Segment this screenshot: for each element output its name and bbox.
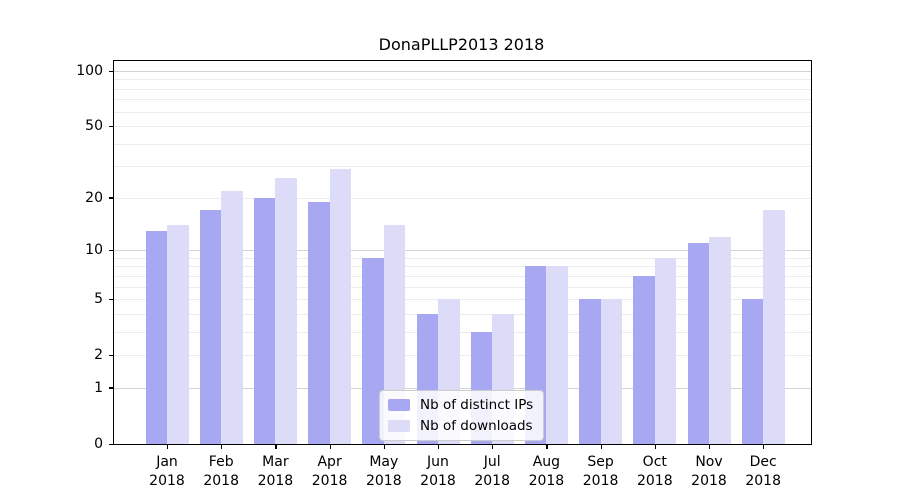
y-tick-mark — [109, 197, 114, 199]
chart-title: DonaPLLP2013 2018 — [378, 35, 545, 54]
gridline — [114, 99, 811, 101]
bar-downloads-mar-2018 — [275, 177, 297, 444]
gridline — [114, 71, 811, 72]
gridline — [114, 331, 811, 333]
y-tick-label: 10 — [85, 242, 103, 259]
x-tick-label: Nov 2018 — [691, 454, 727, 489]
legend-item-downloads: Nb of downloads — [388, 418, 533, 434]
legend-swatch-distinct-ips — [388, 399, 410, 411]
bar-downloads-feb-2018 — [221, 190, 243, 444]
x-tick-label: Dec 2018 — [745, 454, 782, 489]
gridline — [114, 355, 811, 357]
legend-label: Nb of downloads — [420, 418, 533, 434]
y-tick-label: 1 — [94, 379, 103, 396]
y-tick-label: 5 — [94, 291, 103, 308]
x-tick-label: Jan 2018 — [149, 454, 185, 489]
legend-label: Nb of distinct IPs — [420, 397, 534, 413]
bar-distinct-ips-nov-2018 — [687, 243, 709, 444]
x-tick-mark — [221, 444, 223, 449]
x-tick-label: Apr 2018 — [311, 454, 348, 489]
y-tick-mark — [109, 125, 114, 127]
gridline — [114, 88, 811, 90]
x-tick-label: Aug 2018 — [528, 454, 565, 489]
y-tick-label: 100 — [76, 63, 103, 79]
y-tick-mark — [109, 443, 114, 445]
x-tick-mark — [438, 444, 440, 449]
y-tick-label: 20 — [85, 189, 103, 206]
x-tick-label: Jun 2018 — [420, 454, 456, 489]
bar-downloads-jan-2018 — [167, 225, 189, 444]
gridline — [114, 79, 811, 81]
x-tick-mark — [383, 444, 385, 449]
x-tick-label: Jul 2018 — [474, 454, 511, 489]
plot-area: 100 50 20 10 5 2 1 0 Jan 2018 Feb 2018 Mar 2018 Apr 20… — [76, 60, 812, 489]
x-tick-label: Oct 2018 — [636, 454, 673, 489]
bar-downloads-nov-2018 — [709, 236, 731, 444]
gridline — [114, 250, 811, 252]
bar-distinct-ips-apr-2018 — [308, 201, 330, 444]
bar-downloads-aug-2018 — [546, 266, 568, 444]
gridline — [114, 126, 811, 128]
x-tick-mark — [600, 444, 602, 449]
y-tick-mark — [109, 387, 114, 389]
x-tick-label: Mar 2018 — [257, 454, 294, 489]
gridline — [114, 197, 811, 199]
gridline — [114, 299, 811, 301]
y-tick-mark — [109, 70, 114, 72]
x-tick-mark — [329, 444, 331, 449]
gridline — [114, 257, 811, 259]
bar-distinct-ips-jan-2018 — [145, 230, 167, 444]
x-tick-mark — [546, 444, 548, 449]
y-tick-label: 2 — [94, 347, 103, 364]
bar-downloads-may-2018 — [383, 225, 406, 444]
x-tick-mark — [492, 444, 494, 449]
x-tick-mark — [275, 444, 277, 449]
y-tick-mark — [109, 249, 114, 251]
bar-distinct-ips-mar-2018 — [253, 197, 276, 444]
x-tick-mark — [709, 444, 711, 449]
gridline — [114, 275, 811, 277]
y-tick-label: 0 — [94, 436, 103, 452]
bar-distinct-ips-feb-2018 — [199, 210, 222, 444]
gridline — [114, 387, 811, 389]
gridline — [114, 143, 811, 145]
x-tick-mark — [654, 444, 656, 449]
x-tick-mark — [763, 444, 765, 449]
legend: Nb of distinct IPs Nb of downloads — [379, 390, 545, 441]
gridline — [114, 313, 811, 315]
legend-swatch-downloads — [388, 420, 410, 432]
bar-distinct-ips-may-2018 — [362, 257, 384, 444]
bar-downloads-oct-2018 — [654, 257, 677, 444]
bar-downloads-dec-2018 — [763, 210, 785, 444]
y-tick-mark — [109, 298, 114, 300]
x-tick-label: Sep 2018 — [582, 454, 619, 489]
gridline — [114, 266, 811, 268]
legend-item-distinct-ips: Nb of distinct IPs — [388, 397, 533, 413]
x-tick-mark — [167, 444, 169, 449]
bar-distinct-ips-sep-2018 — [579, 299, 601, 444]
y-tick-mark — [109, 354, 114, 356]
bar-distinct-ips-oct-2018 — [633, 275, 655, 444]
x-tick-label: Feb 2018 — [203, 454, 240, 489]
gridline — [114, 166, 811, 168]
y-tick-label: 50 — [85, 118, 103, 135]
gridline — [114, 111, 811, 113]
bar-downloads-sep-2018 — [600, 299, 623, 444]
bar-distinct-ips-dec-2018 — [741, 299, 764, 444]
x-tick-label: May 2018 — [365, 454, 402, 489]
bar-downloads-apr-2018 — [329, 169, 352, 444]
gridline — [114, 286, 811, 288]
